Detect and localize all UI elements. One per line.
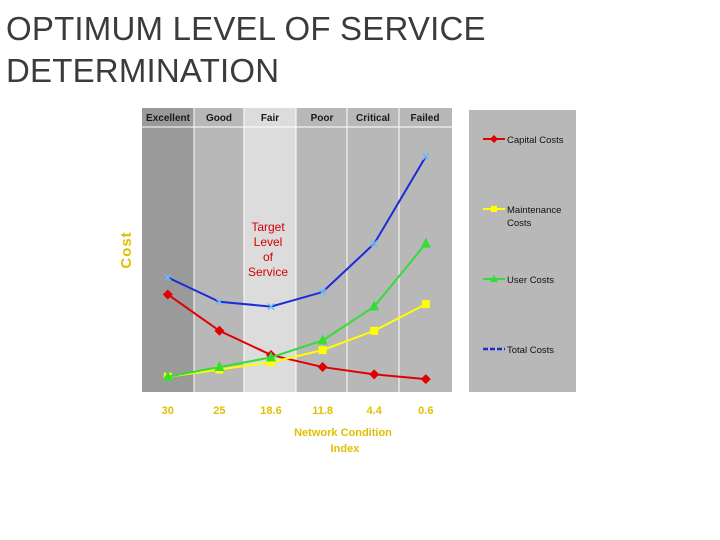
legend-maintenance: Maintenance Costs [483,205,561,229]
series-line-total-costs [167,156,427,308]
data-point-user-costs-0 [162,370,173,381]
target-text-line-4: Service [248,265,288,279]
x-tick-label: 11.8 [312,405,333,417]
data-point-capital-costs-3 [317,362,328,373]
band-excellent-bg [142,108,194,392]
data-point-maintenance-costs-4 [370,326,379,335]
data-point-capital-costs-0 [162,289,173,300]
data-point-maintenance-costs-3 [318,346,327,355]
x-tick-label: 30 [162,405,174,417]
data-point-total-costs-1 [215,298,223,306]
data-point-capital-costs-1 [214,325,225,336]
data-point-capital-costs-5 [420,374,431,385]
x-tick-label: 25 [213,405,225,417]
band-label-excellent: Excellent [146,113,191,124]
x-tick-label: 18.6 [260,405,281,417]
legend-maintenance-label-2: Costs [507,218,532,229]
series-line-maintenance-costs [167,303,427,378]
legend-capital: Capital Costs [483,135,564,146]
data-point-user-costs-5 [420,237,431,248]
target-text-line-3: of [263,250,274,264]
y-axis-title: Cost [118,231,135,268]
target-text-line-2: Level [254,235,283,249]
legend-maintenance-label-1: Maintenance [507,205,561,216]
data-point-capital-costs-4 [369,369,380,380]
x-axis-title-line-1: Network Condition [294,427,392,439]
x-tick-label: 0.6 [418,405,433,417]
data-point-total-costs-3 [319,288,327,296]
data-point-user-costs-4 [369,300,380,311]
target-level-annotation: Target Level of Service [248,220,288,279]
data-point-user-costs-2 [266,351,276,362]
band-dividers [193,108,400,392]
slide-title-line-2: DETERMINATION [6,52,280,89]
data-point-maintenance-costs-5 [421,300,430,309]
legend-box [469,110,576,392]
x-tick-label: 4.4 [367,405,383,417]
data-point-total-costs-0 [164,273,172,282]
legend-total-label: Total Costs [507,345,554,356]
data-point-user-costs-3 [317,334,328,345]
legend-maintenance-marker [491,206,497,212]
data-point-user-costs-1 [214,361,225,372]
series-line-user-costs [167,243,427,378]
legend-user: User Costs [483,275,554,286]
x-axis-title-line-2: Index [331,443,361,455]
legend-user-label: User Costs [507,275,554,286]
legend-capital-label: Capital Costs [507,135,564,146]
data-point-total-costs-2 [267,303,275,311]
band-label-good: Good [206,113,232,124]
legend-total: Total Costs [483,345,554,356]
data-point-maintenance-costs-2 [267,358,275,367]
slide-title: OPTIMUM LEVEL OF SERVICE DETERMINATION [6,8,526,92]
slide-title-line-1: OPTIMUM LEVEL OF SERVICE [6,10,486,47]
series-layer [162,152,431,385]
series-line-capital-costs [167,293,426,381]
band-label-critical: Critical [356,113,390,124]
band-label-failed: Failed [411,113,440,124]
x-tick-labels: 30 25 18.6 11.8 4.4 0.6 [162,405,434,417]
data-point-total-costs-4 [370,240,378,248]
band-label-fair: Fair [261,113,279,124]
band-label-poor: Poor [311,113,334,124]
target-text-line-1: Target [251,220,285,234]
legend-user-marker [490,275,498,282]
data-point-total-costs-5 [422,152,430,161]
band-fair-bg [244,108,296,392]
legend-capital-marker [490,135,498,143]
